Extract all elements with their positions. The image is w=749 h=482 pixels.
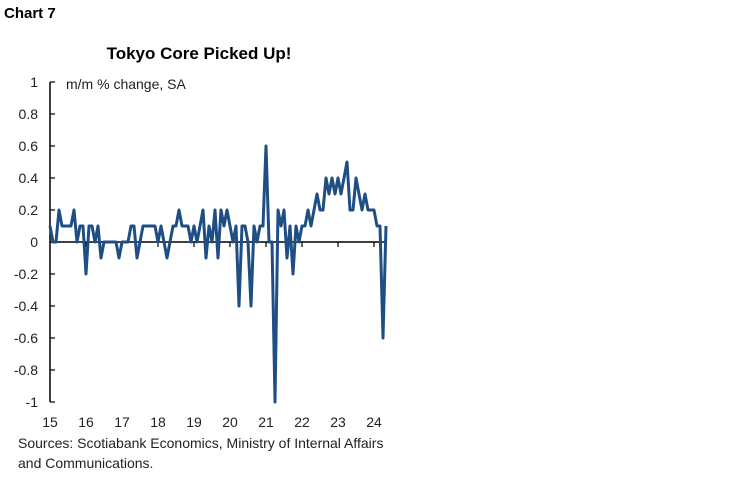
y-tick-label: -0.2 bbox=[14, 266, 38, 282]
y-tick-label: -1 bbox=[26, 394, 39, 410]
chart-label: Chart 7 bbox=[4, 5, 56, 22]
x-tick-label: 23 bbox=[330, 414, 346, 430]
sources-note: Sources: Scotiabank Economics, Ministry … bbox=[18, 435, 384, 471]
x-tick-label: 15 bbox=[42, 414, 58, 430]
y-tick-label: 0.2 bbox=[19, 202, 39, 218]
x-tick-label: 16 bbox=[78, 414, 94, 430]
y-tick-label: -0.8 bbox=[14, 362, 38, 378]
y-axis-unit-label: m/m % change, SA bbox=[66, 76, 186, 92]
y-tick-label: -0.6 bbox=[14, 330, 38, 346]
series-line bbox=[48, 144, 388, 404]
x-tick-label: 22 bbox=[294, 414, 310, 430]
x-tick-label: 19 bbox=[186, 414, 202, 430]
y-tick-label: 1 bbox=[30, 74, 38, 90]
y-tick-label: 0 bbox=[30, 234, 38, 250]
y-tick-label: 0.8 bbox=[19, 106, 39, 122]
x-tick-label: 17 bbox=[114, 414, 130, 430]
x-tick-label: 18 bbox=[150, 414, 166, 430]
y-tick-label: -0.4 bbox=[14, 298, 38, 314]
x-tick-label: 20 bbox=[222, 414, 238, 430]
chart-title: Tokyo Core Picked Up! bbox=[106, 44, 292, 63]
x-tick-label: 24 bbox=[366, 414, 382, 430]
y-tick-label: 0.6 bbox=[19, 138, 39, 154]
y-tick-label: 0.4 bbox=[19, 170, 39, 186]
x-tick-label: 21 bbox=[258, 414, 274, 430]
